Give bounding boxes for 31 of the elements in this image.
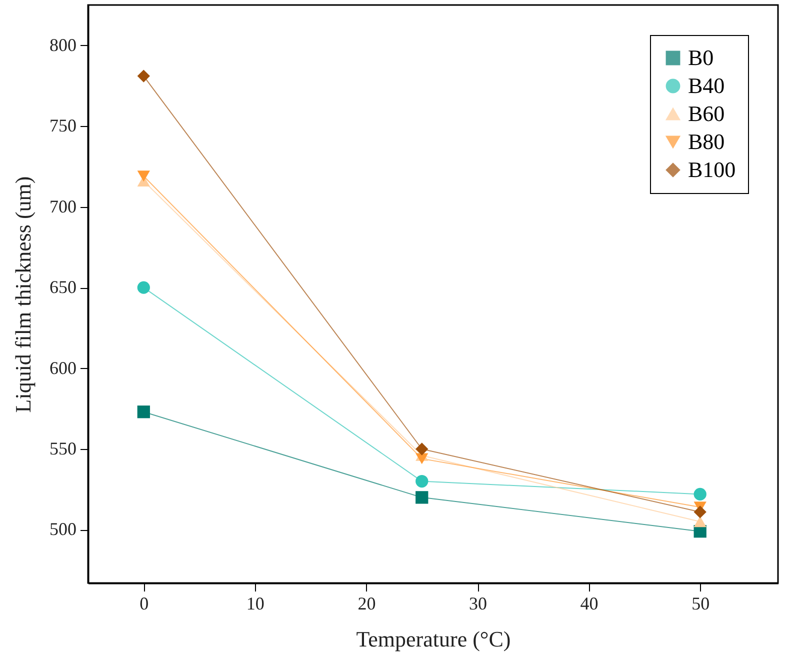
x-tick-label: 50 xyxy=(692,594,710,614)
point xyxy=(694,506,706,518)
point xyxy=(416,474,428,488)
legend-label: B40 xyxy=(688,73,725,98)
y-tick-label: 600 xyxy=(50,358,76,378)
y-tick-label: 650 xyxy=(50,277,76,298)
y-tick-label: 750 xyxy=(50,116,76,136)
x-tick-label: 30 xyxy=(469,594,488,614)
point xyxy=(694,488,706,501)
y-axis-title: Liquid film thickness (um) xyxy=(10,176,36,413)
y-tick-label: 550 xyxy=(50,438,76,458)
x-tick-label: 0 xyxy=(140,594,149,614)
x-tick-label: 20 xyxy=(358,594,376,614)
legend-label: B80 xyxy=(688,129,725,154)
x-axis-title: Temperature (°C) xyxy=(356,626,511,652)
x-tick-label: 40 xyxy=(580,594,598,614)
legend-label: B60 xyxy=(688,101,725,126)
legend-label: B100 xyxy=(688,157,736,182)
legend-label: B0 xyxy=(688,45,714,70)
point xyxy=(416,442,428,456)
point xyxy=(416,453,428,464)
point xyxy=(137,281,150,294)
x-tick-label: 10 xyxy=(246,594,264,614)
point xyxy=(416,491,428,504)
point xyxy=(137,406,150,418)
point xyxy=(137,170,150,182)
point xyxy=(137,70,150,82)
y-tick-label: 500 xyxy=(50,519,76,540)
point xyxy=(694,516,706,528)
y-tick-label: 800 xyxy=(50,34,76,55)
y-tick-label: 700 xyxy=(50,196,76,216)
